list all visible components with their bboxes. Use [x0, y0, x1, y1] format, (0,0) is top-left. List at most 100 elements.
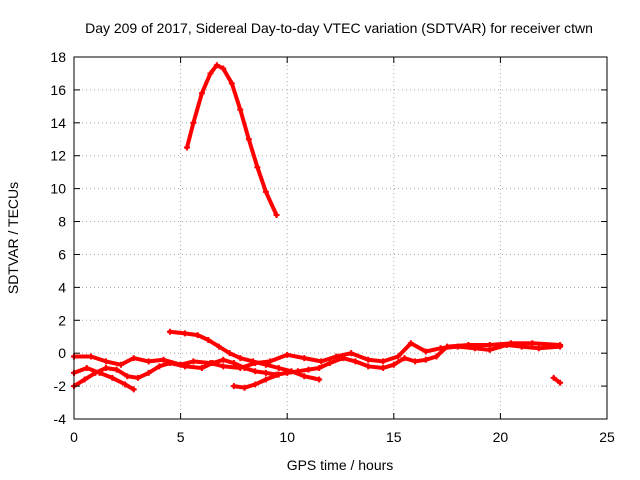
data-point	[130, 386, 137, 393]
data-point	[262, 188, 269, 195]
data-point	[83, 364, 90, 371]
data-point	[433, 353, 440, 360]
data-point	[230, 383, 237, 390]
y-tick-label: -4	[54, 411, 67, 427]
data-point	[401, 355, 408, 362]
data-point	[254, 164, 261, 171]
data-point	[380, 358, 387, 365]
data-point	[348, 350, 355, 357]
data-point	[262, 369, 269, 376]
chart-title: Day 209 of 2017, Sidereal Day-to-day VTE…	[85, 20, 593, 36]
plot-frame	[73, 56, 608, 420]
data-point	[275, 364, 282, 371]
data-point	[241, 364, 248, 371]
data-point	[207, 70, 214, 77]
data-point	[301, 373, 308, 380]
data-point	[130, 355, 137, 362]
data-point	[230, 360, 237, 367]
x-tick-label: 5	[177, 429, 185, 445]
data-point	[288, 368, 295, 375]
series-peak-arc	[183, 62, 280, 218]
data-point	[250, 358, 257, 365]
y-tick-label: 6	[58, 246, 66, 262]
data-point	[198, 90, 205, 97]
data-point	[228, 80, 235, 87]
data-point	[113, 366, 120, 373]
y-tick-label: 10	[50, 181, 66, 197]
data-point	[339, 355, 346, 362]
x-tick-label: 10	[279, 429, 295, 445]
data-point	[301, 355, 308, 362]
data-point	[365, 363, 372, 370]
data-point	[109, 374, 116, 381]
data-point	[318, 358, 325, 365]
data-point	[326, 360, 333, 367]
data-point	[215, 343, 222, 350]
data-point	[117, 361, 124, 368]
data-point	[209, 360, 216, 367]
data-point	[181, 363, 188, 370]
data-point	[422, 356, 429, 363]
data-point	[262, 376, 269, 383]
data-point	[422, 348, 429, 355]
y-axis-ticks: -4 -2 0 2 4 6 8 10 12 14 16 18	[50, 49, 607, 427]
series-track-4	[166, 328, 323, 383]
data-point	[241, 384, 248, 391]
data-point	[395, 353, 402, 360]
data-point	[181, 330, 188, 337]
data-point	[316, 376, 323, 383]
data-point	[124, 373, 131, 380]
data-point	[444, 343, 451, 350]
x-tick-label: 25	[599, 429, 615, 445]
data-point	[166, 328, 173, 335]
data-point	[316, 364, 323, 371]
data-point	[352, 358, 359, 365]
data-point	[252, 381, 259, 388]
data-point	[557, 379, 564, 386]
data-point	[267, 358, 274, 365]
data-point	[194, 332, 201, 339]
x-tick-label: 20	[493, 429, 509, 445]
data-point	[220, 356, 227, 363]
data-point	[365, 356, 372, 363]
data-point	[81, 376, 88, 383]
data-point	[190, 358, 197, 365]
data-point	[305, 366, 312, 373]
y-axis-label: SDTVAR / TECUs	[5, 182, 21, 294]
data-point	[183, 144, 190, 151]
y-tick-label: 4	[58, 279, 66, 295]
x-axis-ticks: 0 5 10 15 20 25	[70, 57, 615, 445]
data-point	[284, 351, 291, 358]
y-tick-label: 8	[58, 214, 66, 230]
data-point	[407, 340, 414, 347]
series-line	[72, 341, 563, 370]
series-line	[231, 372, 281, 390]
data-point	[535, 345, 542, 352]
y-tick-label: 14	[50, 115, 66, 131]
data-point	[486, 341, 493, 348]
data-point	[275, 371, 282, 378]
data-point	[465, 341, 472, 348]
series-track-2	[71, 340, 564, 390]
data-point	[557, 341, 564, 348]
grid-lines	[74, 57, 607, 419]
data-point	[145, 358, 152, 365]
x-axis-label: GPS time / hours	[287, 457, 394, 473]
series-track-3	[71, 364, 137, 393]
data-point	[550, 374, 557, 381]
data-point	[102, 358, 109, 365]
data-point	[529, 340, 536, 347]
data-point	[412, 358, 419, 365]
data-point	[145, 369, 152, 376]
data-point	[166, 360, 173, 367]
x-tick-label: 0	[70, 429, 78, 445]
data-point	[134, 374, 141, 381]
y-tick-label: 0	[58, 345, 66, 361]
data-point	[262, 361, 269, 368]
data-point	[237, 355, 244, 362]
data-point	[205, 337, 212, 344]
data-point	[237, 106, 244, 113]
data-point	[160, 356, 167, 363]
y-tick-label: -2	[54, 378, 67, 394]
data-point	[220, 65, 227, 72]
